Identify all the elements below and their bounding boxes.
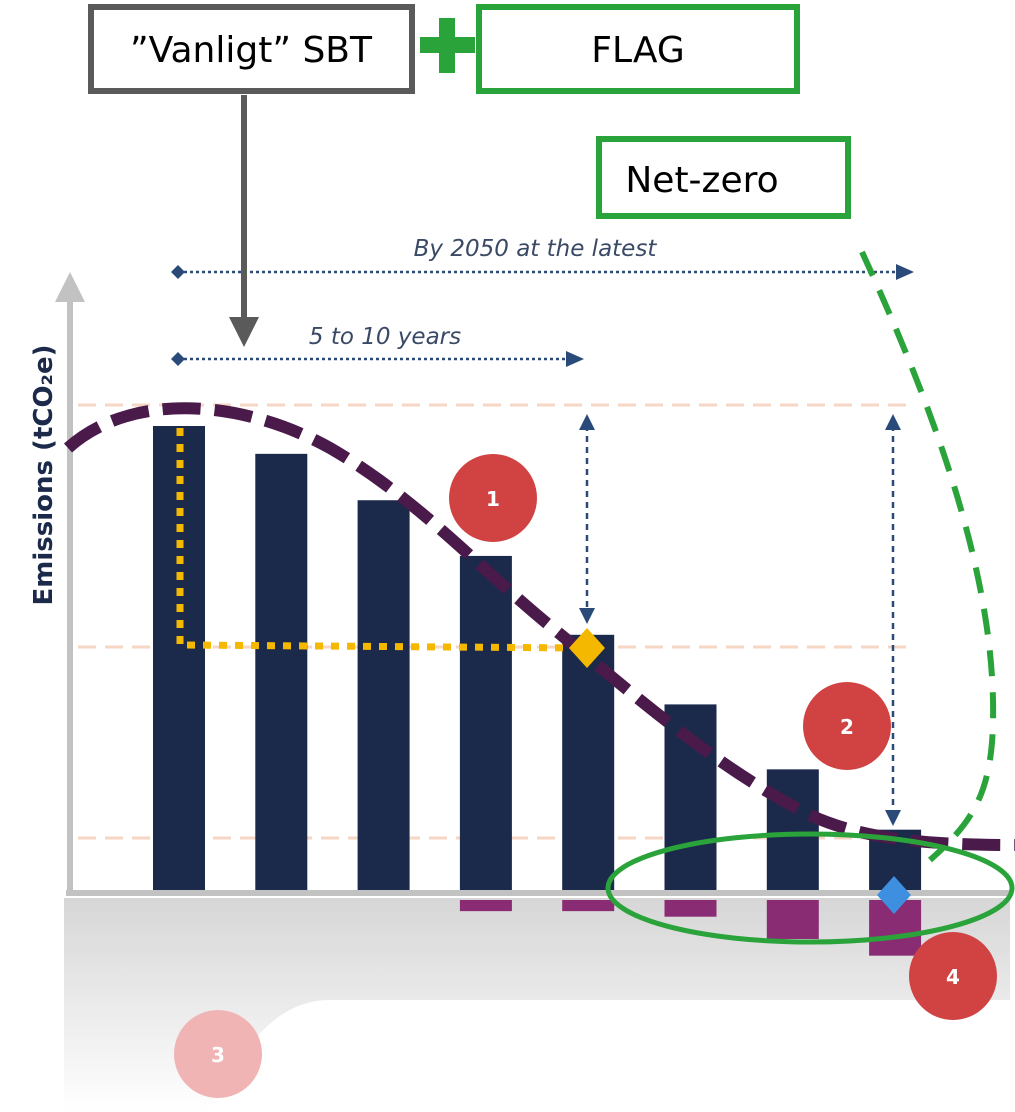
span-2050-label: By 2050 at the latest (414, 236, 658, 262)
flag-box: FLAG (476, 4, 800, 94)
net-zero-highlight-ellipse (605, 831, 1015, 945)
sbt-box-label: ”Vanligt” SBT (130, 30, 373, 71)
marker-3-label: 3 (211, 1043, 225, 1067)
emission-trajectory-curve (63, 402, 1015, 851)
emission-bar (255, 453, 308, 890)
span-short-start (171, 352, 185, 366)
marker-2-label: 2 (840, 715, 854, 739)
near-term-target-diamond (569, 628, 605, 668)
emission-bar (357, 500, 410, 890)
net-zero-box-label: Net-zero (625, 160, 778, 201)
flag-box-label: FLAG (591, 30, 684, 71)
marker-2: 2 (803, 682, 891, 770)
marker-4-label: 4 (946, 965, 960, 989)
long-term-reduction-arrow-bottom (885, 810, 901, 826)
removal-bar (766, 900, 819, 939)
carbon-sink-area (64, 898, 1010, 1112)
emission-bars (153, 426, 922, 890)
marker-4: 4 (909, 932, 997, 1020)
plus-icon (420, 18, 475, 73)
removal-bar (664, 900, 717, 917)
span-2050-start (171, 265, 185, 279)
net-zero-connector (859, 250, 997, 863)
removal-bar (562, 900, 615, 912)
net-zero-box: Net-zero (596, 136, 851, 219)
marker-3: 3 (174, 1010, 262, 1098)
emission-bar (153, 426, 205, 890)
marker-1: 1 (449, 454, 537, 542)
long-term-reduction-arrow-top (885, 414, 901, 430)
near-term-reduction-arrow-top (579, 414, 595, 430)
near-term-target-path (176, 428, 586, 652)
span-short-label: 5 to 10 years (309, 324, 461, 350)
near-term-reduction-arrow-bottom (579, 608, 595, 624)
emission-bar (459, 555, 512, 890)
y-axis-arrowhead (55, 272, 85, 302)
span-short-arrowhead (566, 351, 584, 367)
y-axis-label: Emissions (tCO₂e) (29, 345, 59, 606)
removal-bar (459, 900, 512, 912)
sbt-box: ”Vanligt” SBT (88, 4, 415, 94)
emission-bar (766, 769, 819, 890)
net-zero-target-diamond (877, 876, 911, 914)
marker-1-label: 1 (486, 487, 500, 511)
span-2050-arrowhead (896, 264, 914, 280)
